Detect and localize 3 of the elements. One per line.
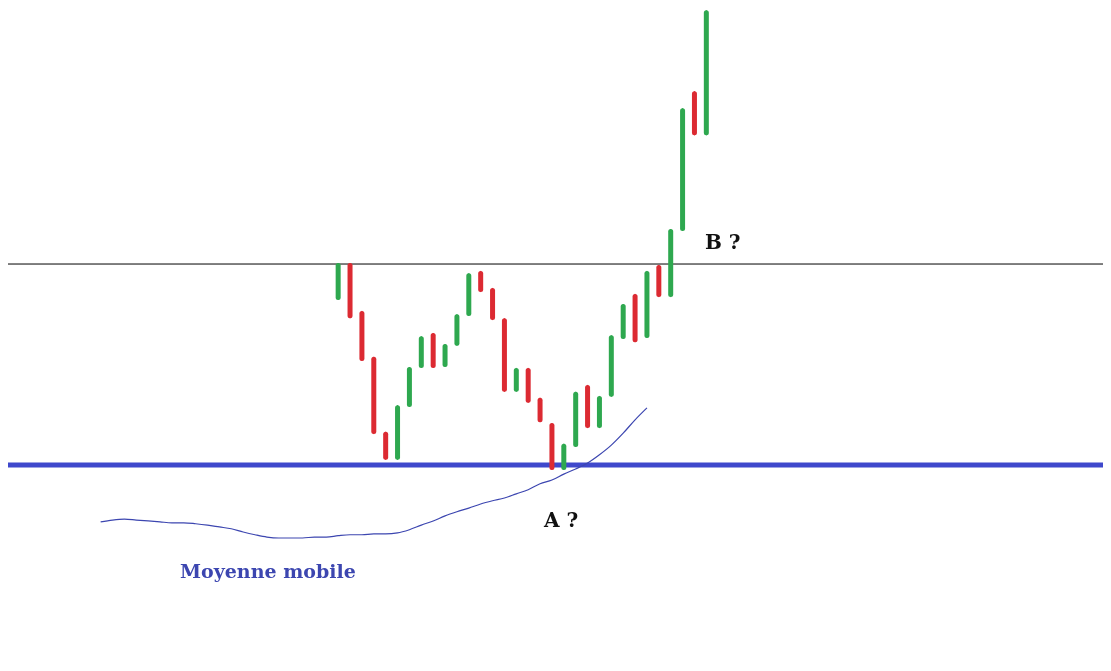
text: A ?	[544, 508, 579, 532]
series-label: Moyenne mobile	[180, 560, 356, 582]
annotation: B ?	[705, 230, 741, 254]
